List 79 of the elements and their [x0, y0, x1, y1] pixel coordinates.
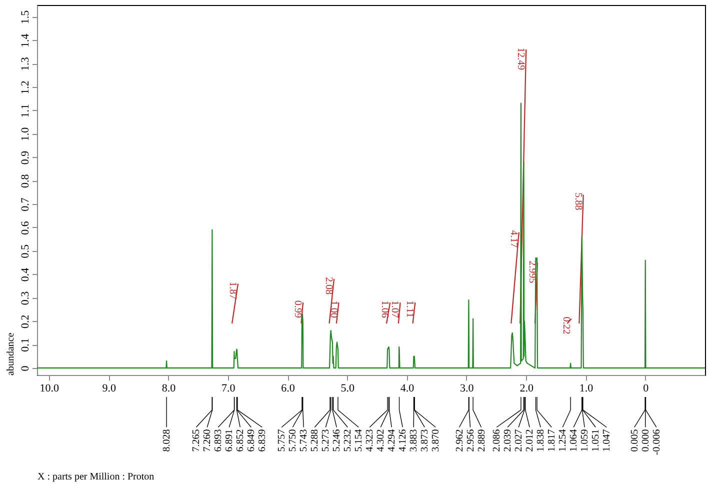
- annotation: 2.08: [323, 276, 334, 294]
- annotation: 0.005: [629, 429, 640, 452]
- annotation: 2.039: [502, 429, 514, 452]
- annotation: 1.059: [580, 429, 591, 452]
- annotation: 1.047: [602, 429, 613, 452]
- annotation: 2.962: [454, 429, 466, 452]
- annotation: 2.012: [524, 429, 536, 452]
- annotation: 1.838: [536, 429, 547, 452]
- annotation: 7.265: [191, 429, 202, 452]
- annotation: 4.294: [386, 429, 398, 452]
- annotation: 3.883: [408, 429, 420, 452]
- annotation: 5.273: [320, 429, 332, 452]
- x-tick-label: 7.0: [221, 382, 236, 394]
- x-tick-label: 9.0: [102, 382, 116, 394]
- annotation: 5.288: [310, 429, 321, 452]
- annotation: 3.873: [420, 429, 431, 452]
- y-tick-label: 1.5: [20, 10, 32, 24]
- annotation: 1.11: [404, 300, 416, 318]
- annotation: 6.849: [246, 429, 258, 452]
- annotation: 5.757: [276, 429, 288, 452]
- annotation: 0.22: [560, 316, 572, 334]
- annotation: 3.870: [430, 429, 442, 452]
- annotation: 0.99: [292, 300, 304, 318]
- annotation: 6.891: [224, 429, 236, 452]
- annotation: 0.000: [640, 429, 652, 452]
- annotation: 1.064: [568, 429, 580, 452]
- x-tick-label: 0: [643, 382, 650, 394]
- annotation: 4.323: [364, 429, 376, 452]
- annotation: 2.956: [465, 429, 476, 452]
- annotation: 1.051: [590, 429, 602, 452]
- annotation: 8.028: [162, 429, 173, 452]
- annotation: 2.995: [526, 260, 538, 284]
- annotation: 4.126: [398, 429, 409, 452]
- annotation: 4.302: [376, 429, 387, 452]
- y-tick-label: 1.2: [20, 80, 32, 94]
- y-tick-label: 1.0: [20, 126, 32, 142]
- text: X : parts per Million : Proton: [38, 472, 154, 482]
- annotation: 1.254: [558, 429, 569, 452]
- x-tick-label: 6.0: [281, 382, 296, 394]
- x-tick-label: 4.0: [400, 382, 415, 394]
- y-tick-label: 0.8: [20, 174, 32, 188]
- annotation: 2.027: [514, 429, 525, 452]
- x-tick-label: 5.0: [340, 382, 356, 394]
- annotation: 4.17: [508, 230, 519, 248]
- y-tick-label: 0.5: [20, 244, 32, 258]
- annotation: -0.006: [651, 429, 662, 456]
- y-tick-label: 0: [20, 365, 32, 372]
- annotation: 5.154: [354, 429, 365, 452]
- y-tick-label: 0.2: [20, 314, 32, 329]
- y-axis-title: abundance: [6, 332, 16, 376]
- annotation: 12.49: [515, 47, 526, 70]
- annotation: 6.852: [235, 429, 246, 452]
- x-tick-label: 10.0: [40, 382, 60, 394]
- annotation: 5.232: [342, 429, 354, 452]
- annotation: 5.246: [332, 429, 343, 452]
- annotation: 6.839: [257, 429, 268, 452]
- x-tick-label: 3.0: [460, 382, 474, 394]
- y-tick-label: 0.6: [20, 220, 32, 235]
- x-tick-label: 8.0: [162, 382, 176, 394]
- x-tick-label: 2.0: [520, 382, 534, 394]
- annotation: 1.817: [546, 429, 558, 452]
- annotation: 6.893: [213, 429, 224, 452]
- annotation: 5.750: [288, 429, 299, 452]
- annotation: 2.889: [476, 429, 488, 452]
- annotation: 7.260: [202, 429, 214, 452]
- y-tick-label: 1.4: [20, 33, 32, 48]
- annotation: 1.06: [379, 300, 390, 318]
- x-tick-label: 1.0: [579, 382, 594, 394]
- y-tick-label: 0.1: [20, 338, 32, 352]
- annotation: 5.743: [298, 429, 310, 452]
- annotation: 5.88: [572, 192, 584, 210]
- y-tick-label: 0.7: [20, 197, 32, 212]
- y-tick-label: 0.4: [20, 267, 32, 282]
- y-tick-label: 0.9: [20, 150, 32, 165]
- y-tick-label: 1.3: [20, 56, 32, 71]
- y-tick-label: 1.1: [20, 104, 32, 118]
- annotation: 1.07: [389, 300, 400, 318]
- y-tick-label: 0.3: [20, 290, 32, 306]
- annotation: 2.086: [492, 429, 503, 452]
